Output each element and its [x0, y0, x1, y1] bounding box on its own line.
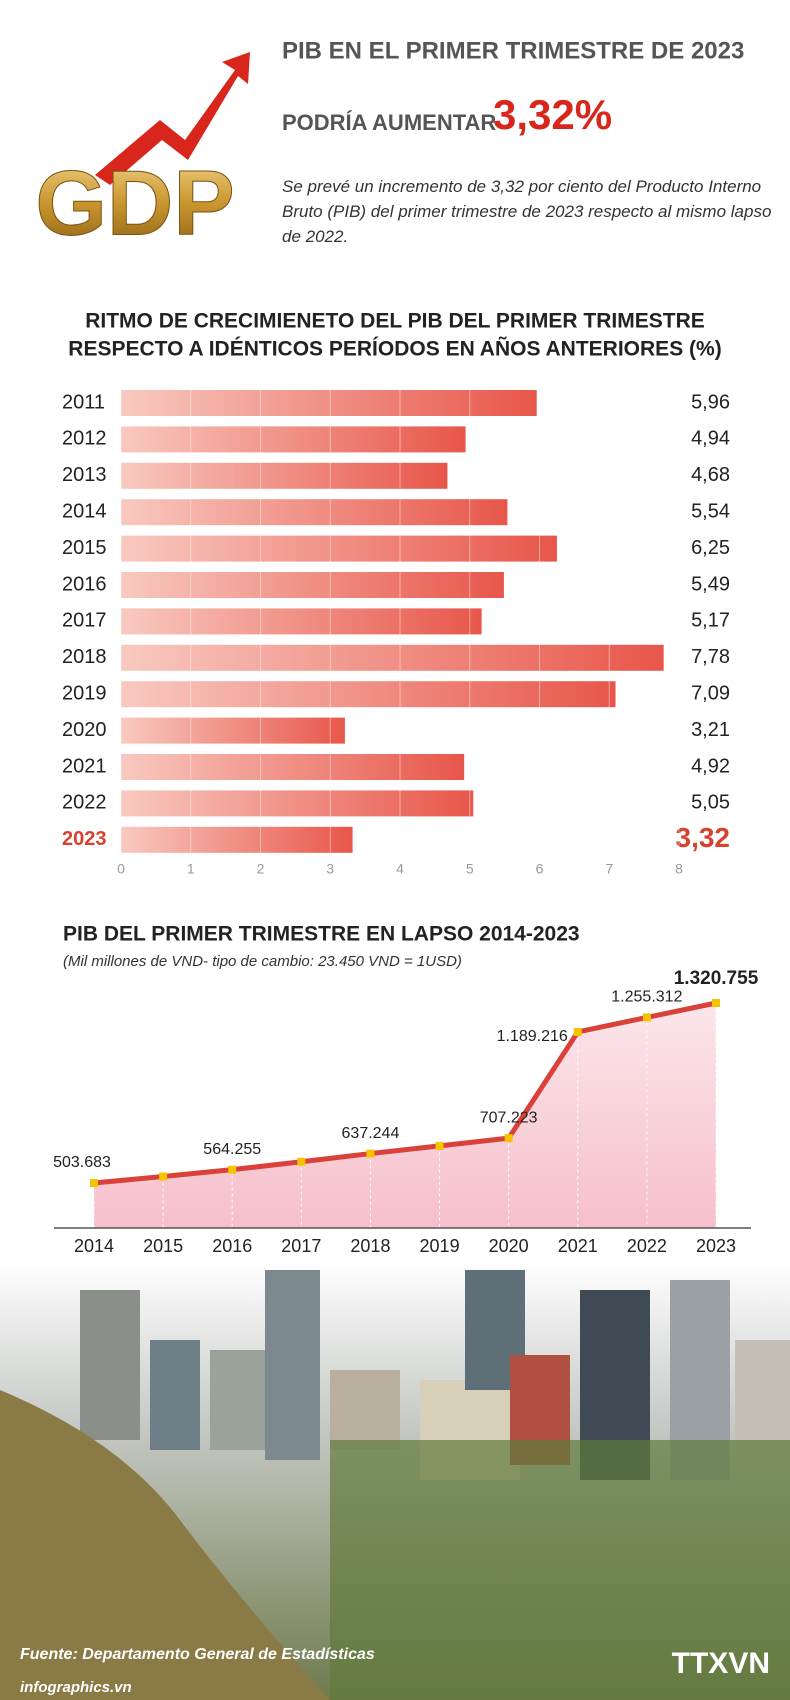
chart-title: RITMO DE CRECIMIENETO DEL PIB DEL PRIMER… [85, 310, 705, 333]
value-label: 5,05 [691, 792, 730, 814]
category-label: 2013 [62, 464, 107, 486]
x-tick-label: 2023 [696, 1236, 736, 1256]
source: Fuente: Departamento General de Estadíst… [20, 1646, 375, 1663]
x-tick-label: 7 [605, 861, 613, 877]
point [712, 999, 720, 1007]
point [642, 1013, 651, 1022]
x-tick-label: 2019 [420, 1236, 460, 1256]
bar [121, 390, 537, 416]
bar [121, 826, 353, 853]
point [504, 1134, 513, 1143]
value-label: 5,96 [691, 391, 730, 413]
x-tick-label: 2 [257, 861, 265, 877]
category-label: 2015 [62, 537, 107, 559]
value-label: 7,78 [691, 646, 730, 668]
category-label: 2012 [62, 428, 107, 450]
x-tick-label: 6 [536, 861, 544, 877]
bar [121, 754, 465, 780]
value-label: 6,25 [691, 537, 730, 559]
bar [121, 499, 508, 526]
x-tick-label: 2017 [281, 1236, 321, 1256]
arrow [95, 52, 250, 185]
chart-subtitle: RESPECTO A IDÉNTICOS PERÍODOS EN AÑOS AN… [68, 338, 721, 361]
category-label: 2020 [62, 719, 107, 741]
category-label: 2019 [62, 682, 107, 704]
value-label: 3,32 [676, 822, 731, 853]
value-label: 5,49 [691, 573, 730, 595]
x-tick-label: 2020 [489, 1236, 529, 1256]
x-tick-label: 2015 [143, 1236, 183, 1256]
bar [121, 717, 345, 744]
site: infographics.vn [20, 1679, 132, 1696]
value-label: 3,21 [691, 719, 730, 741]
value-label: 4,68 [691, 464, 730, 486]
description: Se prevé un incremento de 3,32 por cient… [282, 177, 772, 246]
category-label: 2022 [62, 792, 107, 814]
x-tick-label: 2022 [627, 1236, 667, 1256]
value-label: 4,92 [691, 755, 730, 777]
value-label: 707.223 [480, 1109, 538, 1126]
bar [121, 644, 664, 671]
subtitle: PODRÍA AUMENTAR [282, 110, 496, 135]
value-label: 7,09 [691, 682, 730, 704]
bar [121, 462, 448, 489]
value-label: 5,54 [691, 500, 730, 522]
value-label: 564.255 [203, 1141, 261, 1158]
x-tick-label: 2014 [74, 1236, 114, 1256]
bar [121, 572, 504, 598]
point [366, 1149, 375, 1158]
value-label: 637.244 [342, 1125, 400, 1142]
x-tick-label: 4 [396, 861, 404, 877]
category-label: 2021 [62, 755, 107, 777]
city-photo [0, 1262, 790, 1700]
category-label: 2016 [62, 573, 107, 595]
bar [121, 681, 616, 708]
bar [121, 426, 466, 453]
chart-title: PIB DEL PRIMER TRIMESTRE EN LAPSO 2014-2… [63, 923, 580, 946]
chart-subtitle: (Mil millones de VND- tipo de cambio: 23… [63, 953, 462, 970]
bar [121, 608, 482, 635]
x-tick-label: 5 [466, 861, 474, 877]
x-tick-label: 0 [117, 861, 125, 877]
value-label: 4,94 [691, 428, 730, 450]
point [435, 1141, 444, 1150]
line [93, 1000, 717, 1186]
category-label: 2017 [62, 610, 107, 632]
bar [121, 790, 474, 817]
title: PIB EN EL PRIMER TRIMESTRE DE 2023 [282, 37, 744, 64]
value-label: 1.255.312 [611, 989, 682, 1006]
point [228, 1165, 237, 1174]
x-tick-label: 2016 [212, 1236, 252, 1256]
x-tick-label: 8 [675, 861, 683, 877]
highlight: 3,32% [493, 91, 612, 138]
category-label: 2018 [62, 646, 107, 668]
point [159, 1172, 168, 1181]
category-label: 2014 [62, 500, 107, 522]
category-label: 2011 [62, 391, 105, 413]
value-label: 1.189.216 [497, 1028, 568, 1045]
category-label: 2023 [62, 828, 107, 850]
x-tick-label: 1 [187, 861, 195, 877]
agency: TTXVN [672, 1647, 770, 1680]
x-tick-label: 3 [326, 861, 334, 877]
value-label: 5,17 [691, 610, 730, 632]
bar [121, 535, 557, 562]
area [94, 1003, 716, 1228]
x-tick-label: 2018 [350, 1236, 390, 1256]
value-label: 1.320.755 [674, 968, 759, 989]
x-tick-label: 2021 [558, 1236, 598, 1256]
value-label: 503.683 [53, 1154, 111, 1171]
point [297, 1157, 306, 1166]
point [573, 1027, 582, 1036]
logo-text: GDP [35, 152, 234, 254]
point [90, 1179, 98, 1187]
